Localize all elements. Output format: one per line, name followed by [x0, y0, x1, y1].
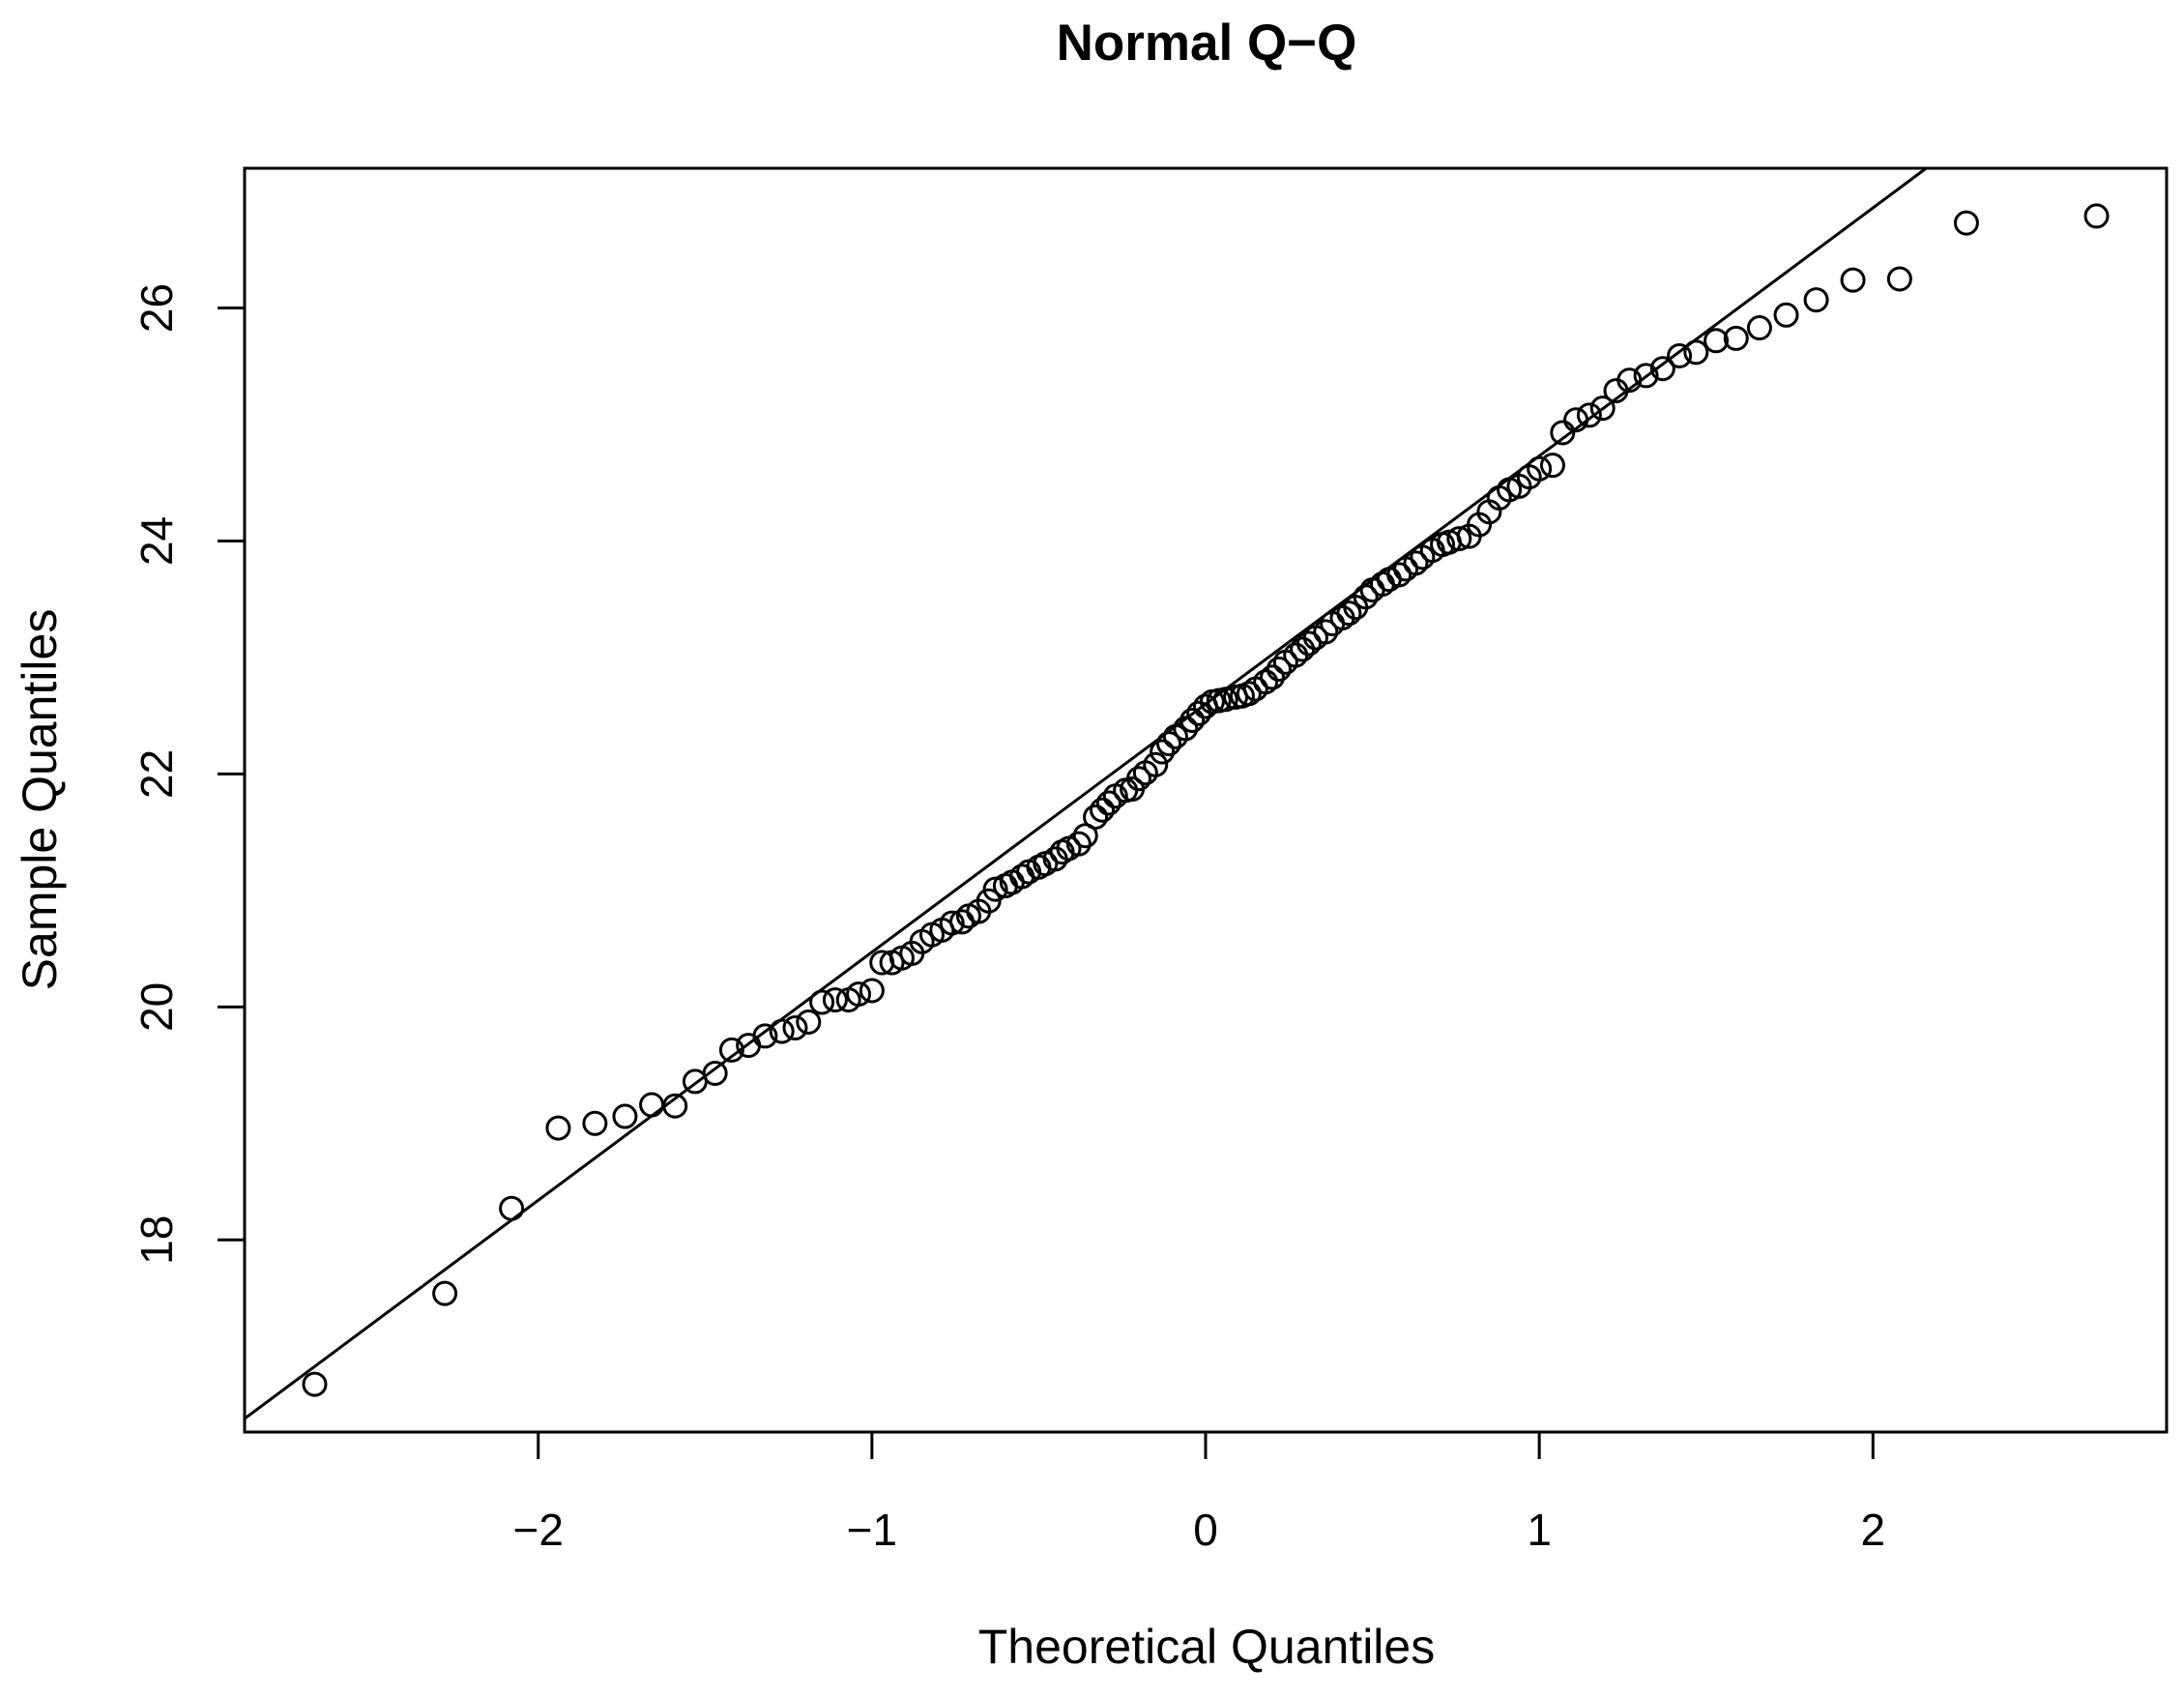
- x-tick-label: 0: [1193, 1505, 1218, 1555]
- data-point: [432, 1280, 458, 1306]
- data-point: [1143, 751, 1169, 777]
- data-point: [769, 1018, 795, 1044]
- data-point: [1840, 267, 1866, 293]
- data-point: [752, 1023, 778, 1049]
- data-point: [1212, 687, 1238, 713]
- data-point: [2083, 203, 2110, 229]
- data-point: [1497, 477, 1523, 503]
- data-point: [639, 1092, 665, 1118]
- data-point: [809, 989, 835, 1015]
- reference-line: [244, 166, 1928, 1420]
- y-axis: 18 20 22 24 26: [131, 283, 247, 1265]
- data-point: [1616, 367, 1643, 394]
- data-point: [1667, 342, 1693, 368]
- data-point: [1550, 420, 1576, 446]
- data-point: [1253, 669, 1279, 695]
- data-point: [1236, 681, 1262, 707]
- y-tick-label: 24: [131, 516, 182, 566]
- data-point: [1095, 790, 1121, 816]
- data-point: [612, 1103, 638, 1129]
- data-point: [1150, 739, 1176, 765]
- plot-frame: [243, 166, 2169, 1434]
- data-point: [1179, 707, 1206, 733]
- data-point: [1156, 731, 1182, 757]
- data-point: [1953, 210, 1979, 236]
- x-tick-label: 2: [1860, 1505, 1885, 1555]
- data-point: [1704, 328, 1730, 354]
- data-point: [939, 910, 965, 936]
- data-point: [1527, 455, 1553, 482]
- reference-line-group: [244, 166, 1928, 1420]
- data-points: [302, 203, 2110, 1397]
- data-point: [859, 978, 885, 1004]
- data-point: [1083, 804, 1109, 830]
- data-point: [1633, 363, 1659, 389]
- data-point: [1746, 315, 1772, 341]
- x-tick-label: −2: [512, 1505, 563, 1555]
- data-point: [1090, 797, 1116, 823]
- data-point: [1260, 664, 1286, 690]
- y-tick-label: 20: [131, 982, 182, 1032]
- chart-title: Normal Q−Q: [1057, 15, 1357, 72]
- data-point: [782, 1015, 808, 1041]
- y-tick-label: 22: [131, 749, 182, 799]
- data-point: [1065, 831, 1092, 857]
- data-point: [1576, 402, 1602, 428]
- data-point: [846, 981, 872, 1008]
- data-point: [302, 1371, 328, 1397]
- data-point: [582, 1110, 608, 1136]
- data-point: [1683, 339, 1709, 366]
- data-point: [545, 1115, 571, 1141]
- data-point: [1403, 550, 1429, 576]
- data-point: [1290, 636, 1316, 662]
- data-point: [1313, 619, 1339, 645]
- data-point: [1296, 630, 1322, 657]
- data-point: [822, 987, 848, 1013]
- y-tick-label: 26: [131, 283, 182, 333]
- data-point: [796, 1009, 822, 1035]
- data-point: [662, 1093, 688, 1119]
- data-point: [1886, 266, 1912, 292]
- data-point: [1173, 716, 1199, 742]
- data-point: [499, 1195, 525, 1221]
- data-point: [1803, 287, 1829, 313]
- x-tick-label: 1: [1527, 1505, 1552, 1555]
- y-tick-label: 18: [131, 1215, 182, 1265]
- data-point: [1773, 302, 1799, 328]
- data-point: [982, 876, 1008, 902]
- x-axis: −2 −1 0 1 2: [512, 1430, 1885, 1555]
- data-point: [1386, 562, 1412, 588]
- data-point: [1563, 407, 1589, 433]
- data-point: [1539, 453, 1565, 479]
- data-point: [1723, 325, 1749, 351]
- data-point: [1353, 584, 1379, 610]
- y-axis-label: Sample Quantiles: [13, 609, 67, 991]
- data-point: [1336, 600, 1362, 627]
- data-point: [1266, 656, 1292, 682]
- data-point: [702, 1060, 728, 1086]
- data-point: [1446, 526, 1472, 552]
- data-point: [1649, 356, 1675, 382]
- x-axis-label: Theoretical Quantiles: [978, 1620, 1435, 1674]
- x-tick-label: −1: [847, 1505, 897, 1555]
- data-point: [1125, 766, 1151, 792]
- data-point: [718, 1037, 744, 1063]
- data-point: [1589, 395, 1616, 422]
